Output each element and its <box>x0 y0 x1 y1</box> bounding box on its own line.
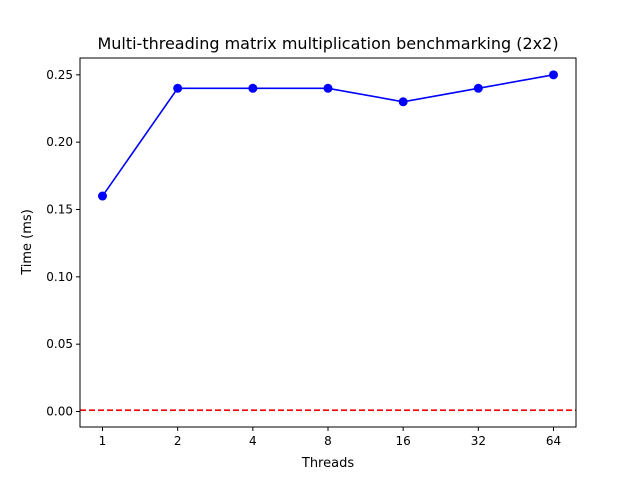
x-tick-label: 2 <box>174 434 182 448</box>
x-axis-label: Threads <box>301 456 354 471</box>
x-tick-label: 64 <box>546 434 561 448</box>
y-axis-label: Time (ms) <box>20 209 35 276</box>
y-tick-label: 0.15 <box>46 203 73 217</box>
x-tick-label: 1 <box>99 434 107 448</box>
plot-area <box>80 70 576 411</box>
data-point <box>398 97 408 107</box>
data-point <box>473 83 483 93</box>
x-tick-label: 4 <box>249 434 257 448</box>
data-point <box>248 83 258 93</box>
data-point <box>549 70 558 80</box>
y-tick-label: 0.00 <box>46 405 73 419</box>
data-point <box>323 83 333 93</box>
y-tick-label: 0.20 <box>46 135 73 149</box>
chart-title: Multi-threading matrix multiplication be… <box>97 34 558 53</box>
x-tick-label: 16 <box>396 434 411 448</box>
y-tick-label: 0.05 <box>46 337 73 351</box>
data-point <box>173 83 183 93</box>
y-tick-label: 0.25 <box>46 68 73 82</box>
y-tick-label: 0.10 <box>46 270 73 284</box>
data-point <box>98 191 107 201</box>
x-tick-label: 32 <box>471 434 486 448</box>
x-tick-label: 8 <box>324 434 332 448</box>
